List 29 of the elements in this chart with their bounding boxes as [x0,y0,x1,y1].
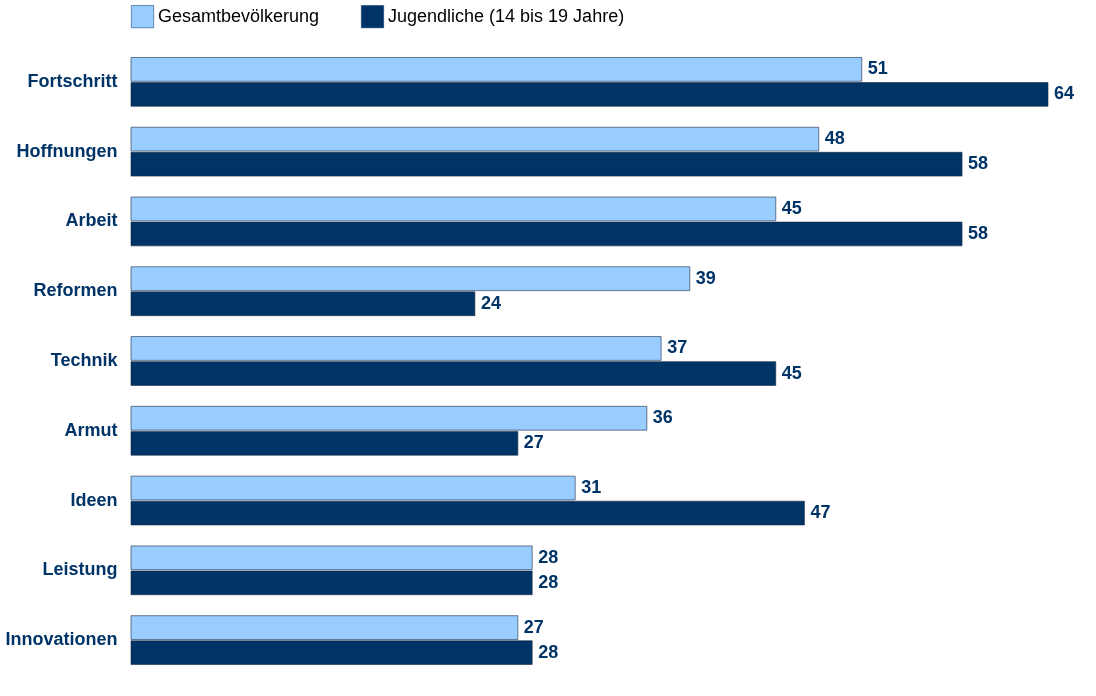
data-label: 64 [1054,83,1075,104]
data-label: 58 [968,153,989,174]
data-label: 24 [480,292,501,313]
data-label: 47 [810,502,831,523]
y-tick-label: Innovationen [5,629,118,650]
y-tick-label: Leistung [42,559,118,580]
legend-label: Gesamtbevölkerung [158,5,320,26]
data-label: 31 [581,477,602,498]
data-label: 45 [781,362,802,383]
data-label: 27 [523,616,544,637]
y-tick-label: Armut [64,419,118,440]
data-label: 36 [652,407,673,428]
data-label: 48 [824,128,845,149]
data-label: 28 [538,571,559,592]
y-tick-label: Reformen [33,280,118,301]
data-label: 51 [867,58,888,79]
y-tick-label: Ideen [70,489,118,510]
data-label: 28 [538,546,559,567]
data-label: 37 [667,337,688,358]
data-label: 39 [695,267,716,288]
legend-label: Jugendliche (14 bis 19 Jahre) [388,5,625,26]
data-label: 58 [968,222,989,243]
data-label: 45 [781,197,802,218]
data-label: 27 [523,432,544,453]
y-tick-label: Technik [50,350,119,370]
y-tick-label: Hoffnungen [16,140,118,161]
y-tick-label: Fortschritt [27,70,118,91]
y-tick-label: Arbeit [65,210,118,231]
data-label: 28 [538,641,559,662]
